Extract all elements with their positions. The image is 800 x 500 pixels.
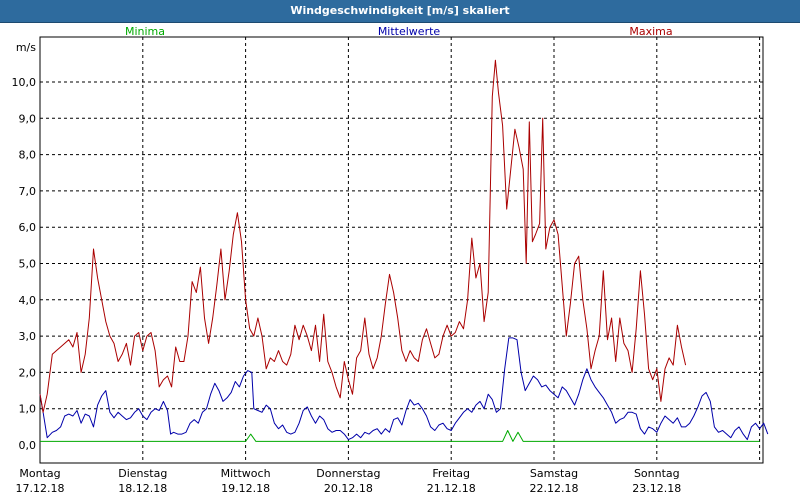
y-axis-label: m/s xyxy=(16,41,36,54)
y-tick-label: 6,0 xyxy=(19,221,37,234)
x-tick-date: 18.12.18 xyxy=(118,482,167,495)
title-bar: Windgeschwindigkeit [m/s] skaliert xyxy=(0,0,800,23)
y-tick-label: 8,0 xyxy=(19,149,37,162)
x-tick-day: Sonntag xyxy=(634,467,680,480)
x-tick-date: 19.12.18 xyxy=(221,482,270,495)
y-tick-label: 3,0 xyxy=(19,330,37,343)
y-tick-label: 4,0 xyxy=(19,294,37,307)
y-tick-label: 7,0 xyxy=(19,185,37,198)
x-tick-date: 23.12.18 xyxy=(632,482,681,495)
y-tick-label: 5,0 xyxy=(19,258,37,271)
series-line-minima xyxy=(40,430,760,442)
legend-maxima: Maxima xyxy=(629,25,672,38)
chart-title: Windgeschwindigkeit [m/s] skaliert xyxy=(290,4,510,17)
series-line-mittelwerte xyxy=(39,337,769,441)
y-tick-label: 0,0 xyxy=(19,439,37,452)
y-tick-label: 10,0 xyxy=(12,76,37,89)
legend-mittelwerte: Mittelwerte xyxy=(378,25,441,38)
x-tick-day: Mittwoch xyxy=(221,467,271,480)
x-tick-date: 17.12.18 xyxy=(16,482,65,495)
x-tick-date: 21.12.18 xyxy=(427,482,476,495)
x-tick-day: Freitag xyxy=(432,467,470,480)
y-tick-label: 1,0 xyxy=(19,403,37,416)
plot-area xyxy=(39,36,764,464)
x-tick-date: 22.12.18 xyxy=(530,482,579,495)
legend-minima: Minima xyxy=(125,25,165,38)
wind-speed-chart: 0,0 1,0 2,0 3,0 4,0 5,0 6,0 7,0 8,0 9,0 10,0 m/s Mon… xyxy=(12,25,769,495)
x-tick-day: Montag xyxy=(19,467,60,480)
x-tick-day: Dienstag xyxy=(118,467,167,480)
series-line-maxima xyxy=(39,59,687,413)
x-tick-day: Samstag xyxy=(530,467,578,480)
y-tick-label: 9,0 xyxy=(19,112,37,125)
x-tick-day: Donnerstag xyxy=(316,467,380,480)
x-tick-date: 20.12.18 xyxy=(324,482,373,495)
y-tick-label: 2,0 xyxy=(19,366,37,379)
